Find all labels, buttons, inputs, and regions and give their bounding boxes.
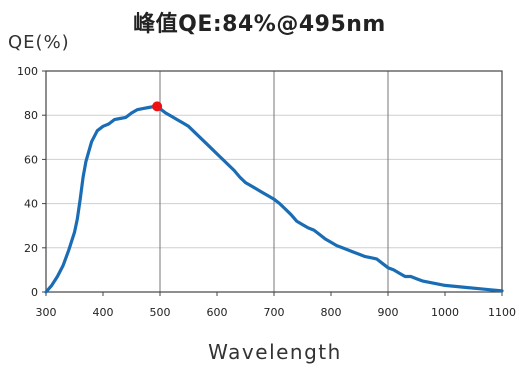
x-axis-label: Wavelength — [208, 340, 342, 364]
x-tick-label: 300 — [36, 306, 57, 319]
y-tick-label: 40 — [24, 198, 38, 211]
y-axis-label: QE(%) — [8, 32, 70, 53]
peak-marker — [152, 101, 163, 112]
grid — [46, 71, 502, 292]
y-tick-label: 100 — [17, 65, 38, 78]
x-tick-label: 600 — [207, 306, 228, 319]
x-tick-label: 500 — [150, 306, 171, 319]
y-tick-label: 0 — [31, 286, 38, 299]
y-tick-label: 20 — [24, 242, 38, 255]
chart-title: 峰值QE:84%@495nm — [133, 12, 386, 37]
x-tick-label: 700 — [264, 306, 285, 319]
y-tick-label: 60 — [24, 153, 38, 166]
x-tick-label: 1100 — [488, 306, 516, 319]
x-tick-label: 800 — [321, 306, 342, 319]
qe-curve — [44, 104, 504, 294]
series — [44, 101, 504, 294]
x-tick-label: 400 — [93, 306, 114, 319]
y-tick-label: 80 — [24, 109, 38, 122]
x-tick-label: 1000 — [431, 306, 459, 319]
ticks: 0 20 40 60 80 100 300 400 500 600 700 800 900 1000 110… — [17, 65, 516, 319]
x-tick-label: 900 — [378, 306, 399, 319]
